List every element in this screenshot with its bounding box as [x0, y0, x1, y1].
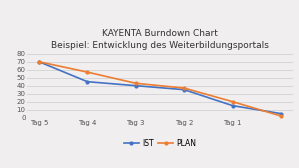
PLAN [182, 87, 186, 89]
IST [86, 81, 89, 83]
Title: KAYENTA Burndown Chart
Beispiel: Entwicklung des Weiterbildungsportals: KAYENTA Burndown Chart Beispiel: Entwick… [51, 29, 269, 50]
PLAN [37, 61, 41, 63]
Line: PLAN: PLAN [38, 60, 282, 117]
IST [279, 113, 283, 115]
PLAN [279, 115, 283, 117]
IST [182, 89, 186, 91]
IST [134, 85, 138, 87]
PLAN [86, 71, 89, 73]
Line: IST: IST [38, 60, 282, 115]
PLAN [231, 101, 234, 103]
Legend: IST, PLAN: IST, PLAN [120, 135, 199, 151]
PLAN [134, 82, 138, 84]
IST [231, 105, 234, 107]
IST [37, 61, 41, 63]
